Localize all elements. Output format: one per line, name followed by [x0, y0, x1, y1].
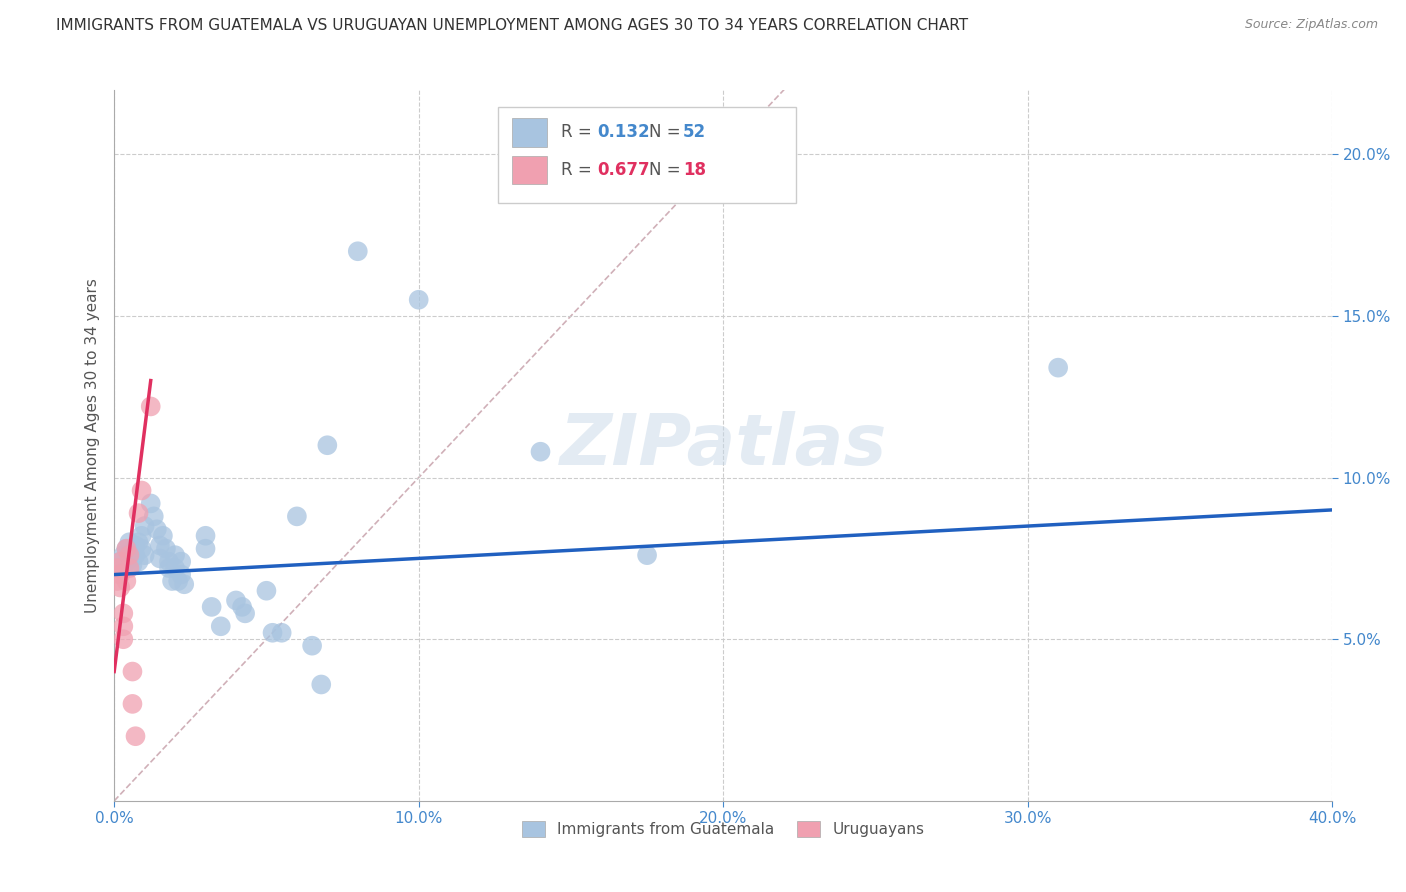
Point: [194, 541, 217, 556]
Point: [225, 593, 247, 607]
Point: [149, 539, 172, 553]
Text: N =: N =: [650, 161, 686, 179]
Point: [209, 619, 232, 633]
Point: [112, 619, 135, 633]
Point: [112, 561, 135, 575]
Point: [146, 522, 169, 536]
Point: [256, 583, 278, 598]
Point: [121, 697, 143, 711]
Point: [118, 548, 141, 562]
Point: [231, 599, 253, 614]
Point: [121, 551, 143, 566]
Text: R =: R =: [561, 161, 598, 179]
Legend: Immigrants from Guatemala, Uruguayans: Immigrants from Guatemala, Uruguayans: [516, 814, 931, 843]
Point: [233, 607, 256, 621]
Text: 52: 52: [683, 123, 706, 141]
Text: 0.132: 0.132: [598, 123, 651, 141]
Point: [115, 541, 138, 556]
FancyBboxPatch shape: [512, 118, 547, 146]
Point: [408, 293, 430, 307]
Point: [131, 529, 153, 543]
Text: R =: R =: [561, 123, 598, 141]
Point: [142, 509, 165, 524]
Point: [157, 555, 180, 569]
FancyBboxPatch shape: [498, 107, 796, 203]
Point: [346, 244, 368, 259]
Point: [128, 535, 150, 549]
Point: [636, 548, 658, 562]
Point: [131, 541, 153, 556]
Point: [118, 545, 141, 559]
Point: [118, 561, 141, 575]
Point: [115, 555, 138, 569]
Point: [201, 599, 224, 614]
Text: ZIPatlas: ZIPatlas: [560, 410, 887, 480]
Point: [167, 574, 190, 588]
Point: [124, 548, 146, 562]
Point: [170, 567, 193, 582]
Point: [121, 665, 143, 679]
Point: [115, 541, 138, 556]
Point: [110, 567, 132, 582]
Point: [105, 574, 128, 588]
Point: [124, 539, 146, 553]
Point: [157, 561, 180, 575]
Point: [118, 535, 141, 549]
Point: [139, 496, 162, 510]
Point: [124, 729, 146, 743]
Point: [285, 509, 308, 524]
Point: [128, 506, 150, 520]
Y-axis label: Unemployment Among Ages 30 to 34 years: Unemployment Among Ages 30 to 34 years: [86, 277, 100, 613]
Point: [139, 400, 162, 414]
Point: [270, 625, 292, 640]
Point: [316, 438, 339, 452]
Text: IMMIGRANTS FROM GUATEMALA VS URUGUAYAN UNEMPLOYMENT AMONG AGES 30 TO 34 YEARS CO: IMMIGRANTS FROM GUATEMALA VS URUGUAYAN U…: [56, 18, 969, 33]
Point: [165, 561, 187, 575]
Point: [105, 561, 128, 575]
Point: [110, 555, 132, 569]
Text: 18: 18: [683, 161, 706, 179]
Point: [301, 639, 323, 653]
Point: [112, 632, 135, 647]
Point: [152, 529, 174, 543]
Point: [131, 483, 153, 498]
Point: [134, 519, 156, 533]
Point: [173, 577, 195, 591]
Point: [121, 558, 143, 572]
Point: [194, 529, 217, 543]
Point: [112, 607, 135, 621]
Point: [149, 551, 172, 566]
Point: [170, 555, 193, 569]
Point: [1047, 360, 1070, 375]
Point: [112, 548, 135, 562]
Point: [155, 541, 177, 556]
Point: [110, 555, 132, 569]
FancyBboxPatch shape: [512, 156, 547, 185]
Text: 0.677: 0.677: [598, 161, 651, 179]
Point: [134, 548, 156, 562]
Point: [128, 555, 150, 569]
Point: [110, 581, 132, 595]
Point: [309, 677, 332, 691]
Point: [529, 444, 551, 458]
Point: [262, 625, 284, 640]
Point: [115, 574, 138, 588]
Text: N =: N =: [650, 123, 686, 141]
Point: [165, 548, 187, 562]
Point: [160, 574, 183, 588]
Text: Source: ZipAtlas.com: Source: ZipAtlas.com: [1244, 18, 1378, 31]
